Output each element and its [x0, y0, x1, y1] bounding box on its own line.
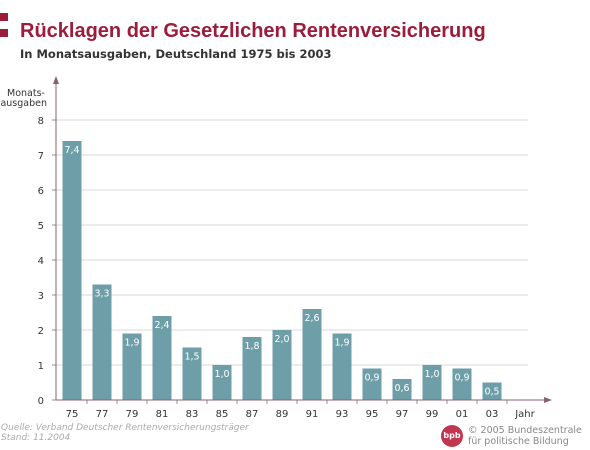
- y-tick-label: 8: [38, 116, 44, 127]
- x-tick-label: 03: [486, 409, 499, 420]
- bar: [122, 333, 142, 400]
- y-tick-label: 0: [38, 396, 44, 407]
- y-tick-label: 4: [38, 256, 44, 267]
- copyright-credit: © 2005 Bundeszentrale für politische Bil…: [468, 425, 582, 447]
- x-tick-label: 93: [336, 409, 349, 420]
- bar-value-label: 1,5: [184, 352, 199, 363]
- y-tick-label: 2: [38, 326, 44, 337]
- y-tick-label: 7: [38, 151, 44, 162]
- x-tick-label: 79: [126, 409, 139, 420]
- bar-value-label: 1,9: [334, 338, 349, 349]
- bar: [482, 382, 502, 400]
- bar: [302, 309, 322, 400]
- chart-subtitle: In Monatsausgaben, Deutschland 1975 bis …: [20, 47, 332, 61]
- bar: [422, 365, 442, 400]
- x-tick-label: 01: [456, 409, 469, 420]
- chart-title: Rücklagen der Gesetzlichen Rentenversich…: [20, 20, 486, 42]
- status-date: Stand: 11.2004: [1, 433, 71, 443]
- x-axis-arrow: [544, 397, 552, 403]
- y-tick-label: 3: [38, 291, 44, 302]
- bar-value-label: 0,9: [364, 373, 379, 384]
- y-tick-label: 1: [38, 361, 44, 372]
- x-tick-label: 75: [66, 409, 79, 420]
- bar-value-label: 2,0: [274, 334, 289, 345]
- bar-value-label: 0,5: [484, 387, 499, 398]
- x-axis-label: Jahr: [514, 409, 535, 420]
- bar: [92, 284, 112, 400]
- bar-value-label: 1,9: [124, 338, 139, 349]
- x-tick-label: 89: [276, 409, 289, 420]
- y-tick-label: 5: [38, 221, 44, 232]
- bar-value-label: 7,4: [64, 145, 79, 156]
- bar-value-label: 1,0: [214, 369, 229, 380]
- x-tick-label: 91: [306, 409, 319, 420]
- title-marker: [0, 29, 8, 37]
- bar-value-label: 2,6: [304, 313, 319, 324]
- y-tick-label: 6: [38, 186, 44, 197]
- bar-value-label: 1,0: [424, 369, 439, 380]
- bar: [332, 333, 352, 400]
- y-axis-arrow: [53, 76, 59, 84]
- y-axis-label: ausgaben: [0, 98, 47, 109]
- credit-line-1: © 2005 Bundeszentrale: [468, 425, 582, 436]
- bar-value-label: 3,3: [94, 289, 109, 300]
- bar: [152, 316, 172, 400]
- x-tick-label: 87: [246, 409, 259, 420]
- bar-value-label: 1,8: [244, 341, 259, 352]
- bar-value-label: 2,4: [154, 320, 169, 331]
- bpb-logo: bpb: [441, 425, 463, 447]
- x-tick-label: 95: [366, 409, 379, 420]
- credit-line-2: für politische Bildung: [468, 436, 569, 447]
- x-tick-label: 83: [186, 409, 199, 420]
- bar: [182, 347, 202, 400]
- y-axis-label: Monats-: [7, 88, 45, 99]
- bar-value-label: 0,9: [454, 373, 469, 384]
- bar: [242, 337, 262, 400]
- source-line: Quelle: Verband Deutscher Rentenversiche…: [1, 423, 249, 433]
- title-marker: [0, 13, 8, 21]
- x-tick-label: 81: [156, 409, 169, 420]
- x-tick-label: 77: [96, 409, 109, 420]
- bar: [452, 368, 472, 400]
- source-note: Quelle: Verband Deutscher Rentenversiche…: [1, 423, 249, 443]
- bar: [272, 330, 292, 400]
- bar: [362, 368, 382, 400]
- bar: [212, 365, 232, 400]
- bar: [62, 141, 82, 400]
- x-tick-label: 97: [396, 409, 409, 420]
- bar-value-label: 0,6: [394, 383, 409, 394]
- bar: [392, 379, 412, 400]
- x-tick-label: 99: [426, 409, 439, 420]
- x-tick-label: 85: [216, 409, 229, 420]
